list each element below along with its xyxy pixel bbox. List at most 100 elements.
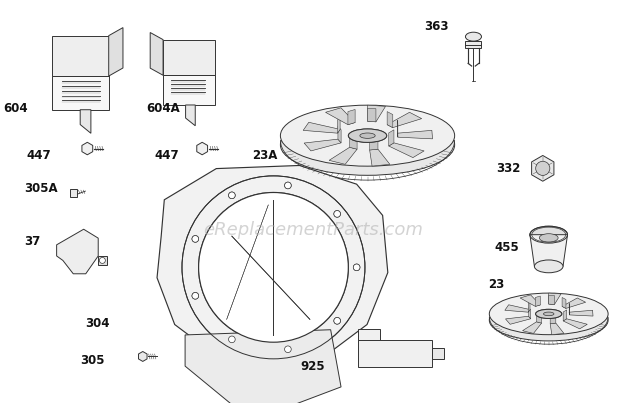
Text: 37: 37 xyxy=(24,235,40,248)
Polygon shape xyxy=(304,139,341,151)
Text: 447: 447 xyxy=(26,149,51,162)
Circle shape xyxy=(229,336,235,343)
Circle shape xyxy=(198,192,348,342)
Circle shape xyxy=(334,318,340,324)
Circle shape xyxy=(334,211,340,217)
Polygon shape xyxy=(531,156,554,181)
Text: 23: 23 xyxy=(489,278,505,291)
Text: 455: 455 xyxy=(494,241,519,254)
Polygon shape xyxy=(520,295,540,306)
Ellipse shape xyxy=(280,114,454,175)
Polygon shape xyxy=(138,352,147,361)
Circle shape xyxy=(536,161,550,175)
Ellipse shape xyxy=(544,312,554,316)
Ellipse shape xyxy=(539,234,558,242)
Polygon shape xyxy=(337,116,340,133)
Polygon shape xyxy=(550,314,556,324)
Circle shape xyxy=(334,318,340,324)
Polygon shape xyxy=(56,229,98,274)
Ellipse shape xyxy=(530,226,567,243)
Circle shape xyxy=(353,264,360,271)
Text: 23A: 23A xyxy=(252,149,277,162)
Polygon shape xyxy=(69,189,78,197)
Polygon shape xyxy=(329,147,357,164)
Polygon shape xyxy=(150,32,163,75)
Circle shape xyxy=(192,236,198,242)
Text: 447: 447 xyxy=(155,149,179,162)
Polygon shape xyxy=(387,112,422,128)
Polygon shape xyxy=(350,134,357,149)
Polygon shape xyxy=(51,76,108,110)
Polygon shape xyxy=(549,293,561,305)
Circle shape xyxy=(229,192,235,198)
Polygon shape xyxy=(163,40,215,75)
Circle shape xyxy=(285,346,291,353)
Polygon shape xyxy=(466,41,482,48)
Polygon shape xyxy=(535,296,540,306)
Circle shape xyxy=(285,182,291,189)
Polygon shape xyxy=(432,348,443,359)
Polygon shape xyxy=(51,36,108,76)
Polygon shape xyxy=(197,142,208,155)
Polygon shape xyxy=(389,143,424,158)
Polygon shape xyxy=(523,322,542,333)
Polygon shape xyxy=(348,109,355,125)
Text: 305: 305 xyxy=(81,354,105,367)
Polygon shape xyxy=(505,305,530,312)
Text: 305A: 305A xyxy=(24,182,58,195)
Polygon shape xyxy=(549,295,554,305)
Polygon shape xyxy=(163,75,215,105)
Ellipse shape xyxy=(360,133,375,139)
Circle shape xyxy=(198,192,348,342)
Circle shape xyxy=(229,336,235,343)
Polygon shape xyxy=(82,142,93,155)
Circle shape xyxy=(192,236,198,242)
Circle shape xyxy=(285,182,291,189)
Circle shape xyxy=(192,292,198,299)
Polygon shape xyxy=(389,130,394,146)
Polygon shape xyxy=(370,149,390,166)
Text: 925: 925 xyxy=(300,360,325,373)
Ellipse shape xyxy=(348,129,387,143)
Polygon shape xyxy=(563,310,567,321)
Polygon shape xyxy=(80,110,91,133)
Ellipse shape xyxy=(536,309,562,318)
Polygon shape xyxy=(303,122,340,133)
Text: 363: 363 xyxy=(424,20,449,33)
Polygon shape xyxy=(562,297,566,308)
Polygon shape xyxy=(358,328,381,340)
Circle shape xyxy=(99,258,105,263)
Ellipse shape xyxy=(534,260,563,273)
Polygon shape xyxy=(370,136,378,150)
Ellipse shape xyxy=(466,32,482,41)
Polygon shape xyxy=(358,340,432,367)
Text: 604: 604 xyxy=(3,102,28,115)
Ellipse shape xyxy=(489,299,608,341)
Polygon shape xyxy=(387,112,393,128)
Circle shape xyxy=(353,264,360,271)
Ellipse shape xyxy=(489,293,608,335)
Text: 332: 332 xyxy=(497,162,521,175)
Polygon shape xyxy=(397,130,433,139)
Circle shape xyxy=(334,211,340,217)
Polygon shape xyxy=(185,105,195,126)
Polygon shape xyxy=(536,313,542,323)
Polygon shape xyxy=(368,108,376,122)
Text: 304: 304 xyxy=(86,317,110,330)
Text: 604A: 604A xyxy=(147,102,180,115)
Circle shape xyxy=(229,192,235,198)
Ellipse shape xyxy=(360,133,375,139)
Polygon shape xyxy=(530,234,567,266)
Polygon shape xyxy=(563,319,587,329)
Ellipse shape xyxy=(280,105,454,166)
Polygon shape xyxy=(550,323,564,335)
Ellipse shape xyxy=(536,309,562,318)
Polygon shape xyxy=(338,126,341,143)
Polygon shape xyxy=(368,105,386,122)
Polygon shape xyxy=(562,298,586,308)
Polygon shape xyxy=(185,330,341,405)
Circle shape xyxy=(192,292,198,299)
Polygon shape xyxy=(157,166,388,366)
Ellipse shape xyxy=(544,312,554,316)
Circle shape xyxy=(285,346,291,353)
